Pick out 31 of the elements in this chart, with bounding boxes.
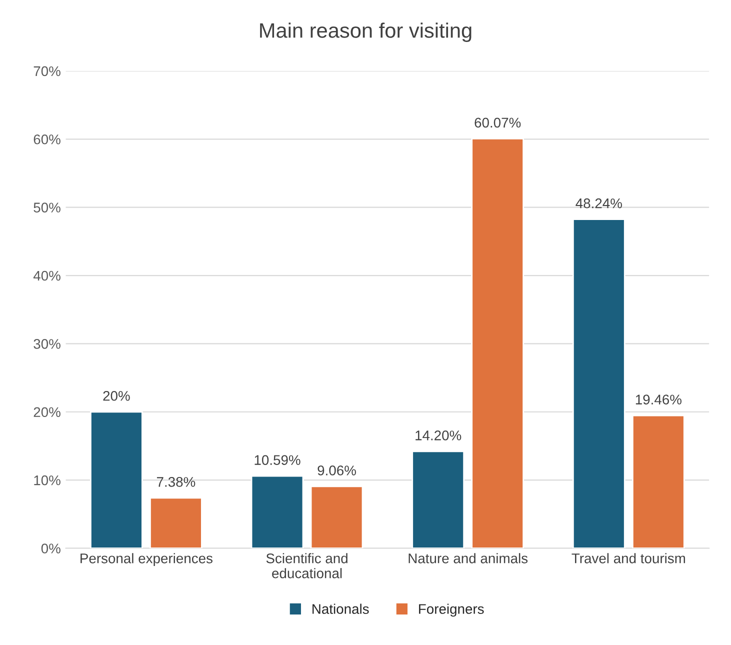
x-tick-label: Nature and animals [408, 553, 528, 564]
data-label: 10.59% [254, 455, 300, 465]
y-tick-label: 60% [34, 134, 60, 144]
data-label: 19.46% [636, 394, 682, 404]
bar [572, 218, 626, 548]
y-tick-label: 40% [33, 270, 60, 281]
bar [632, 414, 685, 548]
bar [150, 497, 202, 548]
bar [90, 411, 143, 548]
y-tick-label: 70% [34, 66, 60, 76]
x-tick-label: Personal experiences [80, 553, 212, 566]
data-label: 20% [103, 390, 130, 401]
data-label: 60.07% [474, 118, 521, 128]
bar [471, 138, 524, 548]
x-tick-label: Scientific and educational [266, 553, 348, 578]
y-tick-label: 50% [34, 202, 60, 212]
chart-title: Main reason for visiting [260, 22, 472, 42]
y-tick-label: 10% [34, 475, 60, 486]
data-label: 7.38% [156, 477, 196, 487]
legend-label: Nationals [312, 604, 369, 614]
y-tick-label: 0% [41, 544, 60, 554]
y-tick-label: 30% [34, 339, 60, 349]
bar [250, 475, 304, 548]
bar [310, 486, 364, 548]
x-tick-label: Travel and tourism [572, 553, 685, 564]
data-label: 14.20% [416, 430, 462, 440]
legend-label: Foreigners [419, 604, 484, 617]
data-label: 9.06% [318, 466, 356, 476]
data-label: 48.24% [576, 198, 622, 208]
y-tick-label: 20% [34, 407, 60, 418]
bar [412, 450, 465, 548]
